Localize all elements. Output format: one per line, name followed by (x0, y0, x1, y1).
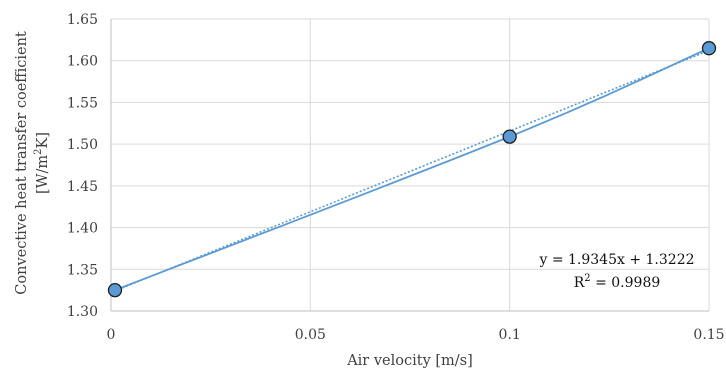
y-tick-label: 1.60 (67, 54, 98, 70)
y-tick-label: 1.50 (67, 137, 98, 153)
y-tick-label: 1.35 (67, 262, 98, 278)
y-tick-label: 1.65 (67, 12, 98, 28)
x-tick-label: 0 (107, 327, 116, 343)
data-point (502, 129, 517, 144)
y-tick-label: 1.40 (67, 221, 98, 237)
axis-layer (110, 19, 709, 312)
series-layer (114, 47, 710, 292)
x-axis-title: Air velocity [m/s] (346, 353, 473, 369)
y-axis-title-line-2: [W/m2K] (33, 132, 51, 194)
y-tick-label: 1.45 (67, 179, 98, 195)
trendline (114, 49, 710, 292)
data-point (107, 282, 123, 298)
data-point (701, 41, 717, 56)
trendline-r-squared: R2 = 0.9989 (574, 273, 661, 291)
y-axis-title-line-1: Convective heat transfer coefficient (14, 31, 30, 295)
y-tick-label: 1.30 (67, 304, 98, 320)
series-line (114, 47, 710, 291)
grid-layer (111, 18, 710, 311)
x-tick-label: 0.05 (295, 327, 326, 343)
trendline-equation: y = 1.9345x + 1.3222 (538, 252, 694, 268)
tick-label-layer: 1.30 1.35 1.40 1.45 1.50 1.55 1.60 1.65 0 0.05 0.1… (67, 12, 725, 343)
marker-layer (107, 41, 717, 298)
x-tick-label: 0.15 (693, 327, 724, 343)
y-tick-label: 1.55 (67, 95, 98, 111)
x-tick-label: 0.1 (499, 327, 521, 343)
